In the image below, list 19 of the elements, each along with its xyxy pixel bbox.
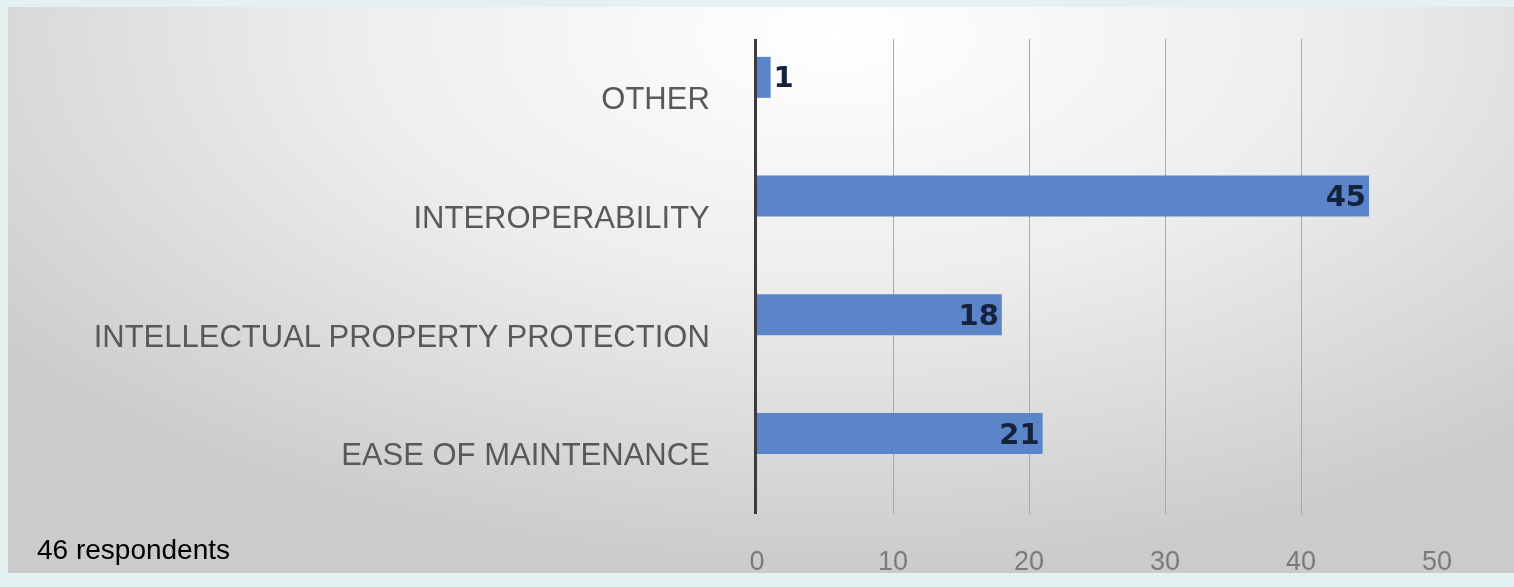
x-tick-label: 50 [1421,546,1453,576]
bar [757,294,1002,336]
y-tick-label: INTELLECTUAL PROPERTY PROTECTION [93,318,710,354]
data-label: 45 [1325,179,1366,214]
x-tick-label: 0 [749,546,765,576]
y-tick-label: EASE OF MAINTENANCE [341,437,710,473]
bar [757,56,771,98]
data-label: 1 [773,60,794,95]
y-tick-label: OTHER [601,81,710,117]
text: 46 respondents [37,534,231,565]
y-tick-label: INTEROPERABILITY [413,199,710,235]
x-tick-label: 10 [877,546,909,576]
data-label: 18 [958,297,999,332]
data-label: 21 [999,416,1040,451]
x-tick-label: 40 [1285,546,1317,576]
bar [757,413,1043,455]
x-tick-label: 20 [1013,546,1045,576]
bar [757,175,1369,217]
x-tick-label: 30 [1149,546,1181,576]
